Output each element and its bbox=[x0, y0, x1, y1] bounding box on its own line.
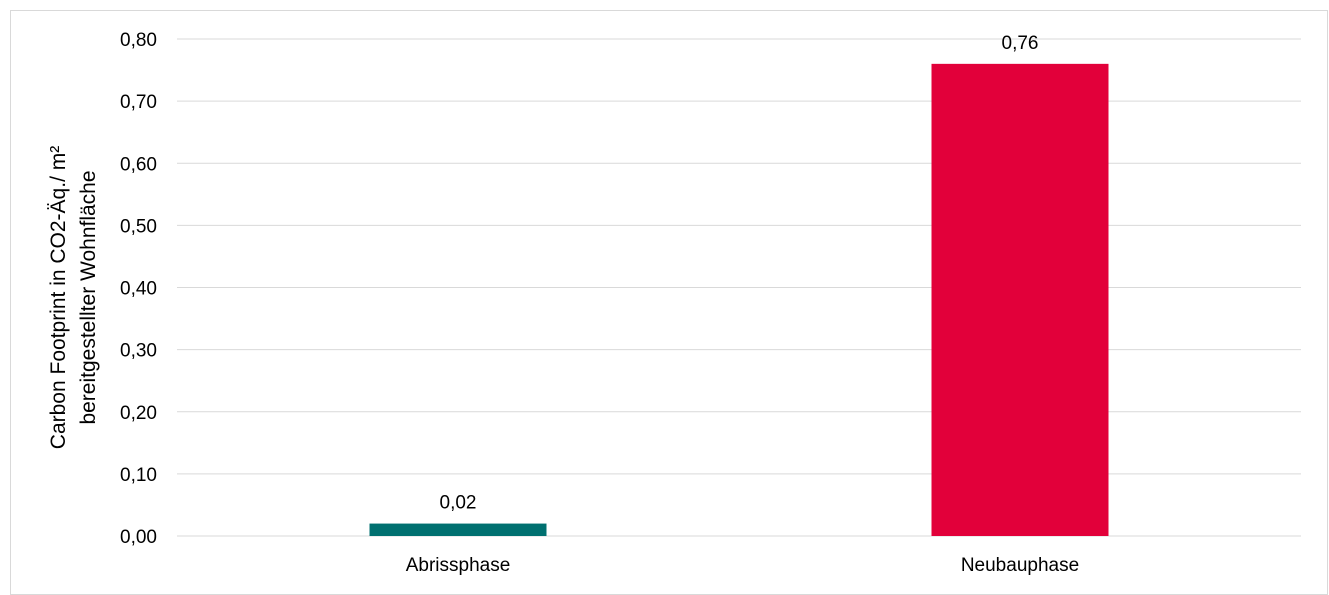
x-axis-categories: Abrissphase Neubauphase bbox=[406, 555, 1079, 576]
gridlines bbox=[177, 38, 1301, 537]
x-category-label: Abrissphase bbox=[406, 555, 511, 576]
y-axis-title-line: Carbon Footprint in CO2-Äq./ m² bbox=[47, 146, 70, 449]
y-axis-title: Carbon Footprint in CO2-Äq./ m² bereitges… bbox=[47, 146, 100, 449]
bar-neubauphase bbox=[931, 63, 1109, 536]
bar-abrissphase bbox=[369, 523, 547, 536]
y-tick-label: 0,30 bbox=[120, 341, 157, 362]
bars bbox=[369, 63, 1109, 536]
data-label: 0,02 bbox=[440, 493, 477, 514]
y-tick-label: 0,50 bbox=[120, 216, 157, 237]
y-tick-label: 0,80 bbox=[120, 30, 157, 51]
y-tick-label: 0,60 bbox=[120, 154, 157, 175]
y-tick-label: 0,20 bbox=[120, 403, 157, 424]
x-category-label: Neubauphase bbox=[961, 555, 1079, 576]
data-labels: 0,02 0,76 bbox=[440, 33, 1039, 514]
y-tick-label: 0,10 bbox=[120, 465, 157, 486]
y-tick-label: 0,00 bbox=[120, 527, 157, 548]
y-tick-label: 0,40 bbox=[120, 279, 157, 300]
y-tick-label: 0,70 bbox=[120, 92, 157, 113]
data-label: 0,76 bbox=[1002, 33, 1039, 54]
y-axis-ticks: 0,00 0,10 0,20 0,30 0,40 0,50 0,60 0,70 0,80 bbox=[120, 30, 157, 548]
y-axis-title-line: bereitgestellter Wohnfläche bbox=[77, 170, 100, 424]
